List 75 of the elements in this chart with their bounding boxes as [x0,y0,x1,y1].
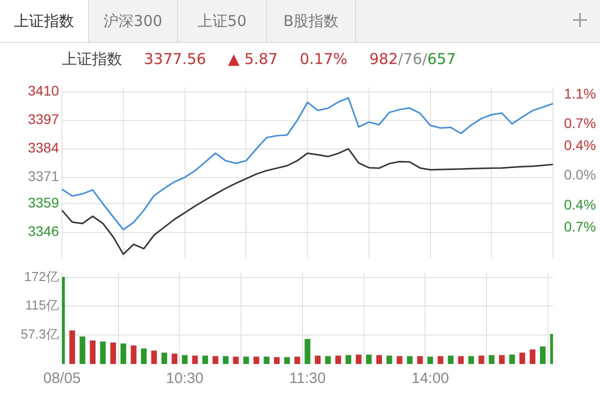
bar [80,336,86,364]
bar [438,356,444,364]
bar [192,356,198,364]
y-tick-label: 3359 [28,194,60,211]
x-tick-label: 08/05 [43,370,81,388]
bar [406,356,413,364]
text: 上证指数 [0,0,89,42]
bar [294,356,300,364]
bar [233,356,239,364]
bar [468,356,474,364]
text: 0.17% [300,50,348,68]
text: 3377.56 [144,50,206,68]
text: B股指数 [267,0,356,42]
bar [120,344,126,364]
bar [222,356,228,364]
y-tick-label: 3410 [28,82,60,99]
y2-tick-label: 0.7% [564,218,596,235]
bar [417,356,423,364]
bar [90,340,96,364]
bar [141,348,147,364]
bar [284,357,290,364]
bar [366,354,372,364]
bar [448,356,454,364]
bar [212,356,218,364]
bar [161,352,168,364]
text: 上证50 [178,0,267,42]
x-tick-label: 14:00 [411,370,450,388]
bar [530,350,536,364]
text: ▲ 5.87 [228,50,278,68]
bar [264,356,270,364]
bar [335,356,342,364]
bar [110,342,116,364]
bar [69,330,76,364]
bar [499,355,505,364]
chart-title: 上证指数 [62,50,122,69]
bar [151,350,157,364]
bar [376,355,382,364]
y-tick-label: 57.3亿 [20,326,59,342]
y-tick-label: 3371 [28,168,60,184]
y2-tick-label: 0.4% [564,137,596,154]
y-tick-label: 3346 [28,223,60,240]
y2-tick-label: 1.1% [564,85,596,102]
bar [243,356,249,364]
bar [509,354,515,364]
bar [356,354,362,364]
bar [346,355,352,364]
bar [427,356,434,364]
bar [254,356,260,364]
bar [100,342,106,364]
y-tick-label: 3384 [28,140,60,156]
y-tick-label: 172亿 [24,268,59,284]
bar [172,354,178,364]
bar [274,357,280,364]
bar [182,355,188,364]
text: 沪深300 [89,0,178,42]
x-tick-label: 10:30 [166,370,204,388]
bar [325,356,331,364]
bar [202,356,208,364]
y2-tick-label: 0.4% [564,196,596,212]
bar [519,352,526,364]
bar [478,356,484,364]
x-tick-label: 11:30 [289,370,326,388]
y-tick-label: 3397 [28,111,60,128]
y2-tick-label: 0.0% [564,166,596,183]
bar [396,356,402,364]
bar [314,356,321,364]
bar [386,356,392,364]
y-tick-label: 115亿 [25,298,59,313]
text: 982/76/657 [369,50,456,68]
bar [304,338,310,364]
bar [540,346,546,364]
y2-tick-label: 0.7% [564,114,596,131]
bar [458,356,464,364]
bar [130,346,136,364]
bar [488,355,494,364]
